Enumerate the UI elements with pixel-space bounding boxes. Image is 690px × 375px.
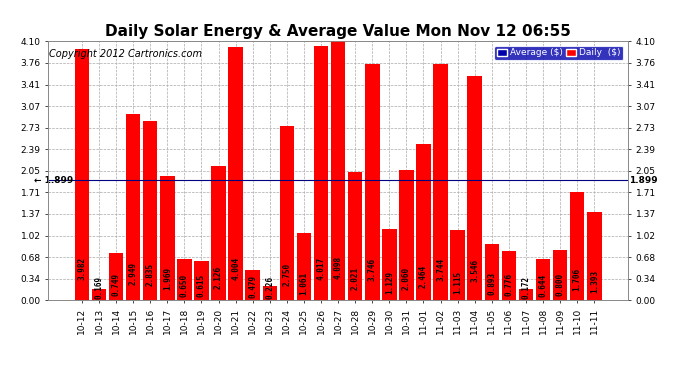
Text: 3.744: 3.744: [436, 258, 445, 281]
Bar: [451, 230, 465, 300]
Bar: [126, 114, 140, 300]
Bar: [160, 176, 175, 300]
Text: 4.098: 4.098: [333, 256, 343, 279]
Text: ← 1.899: ← 1.899: [34, 176, 73, 184]
Text: 1.706: 1.706: [573, 268, 582, 291]
Text: 0.169: 0.169: [95, 276, 103, 299]
Text: 0.776: 0.776: [504, 273, 513, 296]
Text: 2.060: 2.060: [402, 267, 411, 290]
Bar: [536, 260, 551, 300]
Bar: [143, 121, 157, 300]
Text: 4.004: 4.004: [231, 256, 240, 280]
Bar: [365, 64, 380, 300]
Bar: [382, 229, 397, 300]
Bar: [570, 192, 584, 300]
Text: 1.129: 1.129: [385, 271, 394, 294]
Bar: [177, 259, 192, 300]
Bar: [468, 76, 482, 300]
Text: 4.017: 4.017: [317, 256, 326, 280]
Text: 0.650: 0.650: [180, 274, 189, 297]
Title: Daily Solar Energy & Average Value Mon Nov 12 06:55: Daily Solar Energy & Average Value Mon N…: [105, 24, 571, 39]
Bar: [348, 172, 362, 300]
Bar: [331, 41, 346, 300]
Text: 1.393: 1.393: [590, 270, 599, 293]
Text: 1.061: 1.061: [299, 272, 308, 295]
Bar: [399, 170, 414, 300]
Bar: [194, 261, 208, 300]
Text: 1.115: 1.115: [453, 271, 462, 294]
Text: 0.893: 0.893: [487, 272, 496, 296]
Text: 3.546: 3.546: [471, 259, 480, 282]
Text: 3.982: 3.982: [77, 257, 86, 280]
Bar: [587, 212, 602, 300]
Bar: [416, 144, 431, 300]
Text: 3.746: 3.746: [368, 258, 377, 281]
Bar: [484, 244, 499, 300]
Legend: Average ($), Daily  ($): Average ($), Daily ($): [494, 46, 623, 60]
Text: 0.644: 0.644: [539, 274, 548, 297]
Text: 0.800: 0.800: [555, 273, 564, 296]
Bar: [75, 49, 89, 300]
Text: 0.615: 0.615: [197, 274, 206, 297]
Text: 2.835: 2.835: [146, 262, 155, 286]
Bar: [297, 233, 311, 300]
Text: 0.226: 0.226: [265, 276, 275, 298]
Bar: [92, 290, 106, 300]
Text: 2.750: 2.750: [282, 263, 291, 286]
Bar: [228, 47, 243, 300]
Bar: [211, 166, 226, 300]
Bar: [109, 253, 124, 300]
Text: 0.172: 0.172: [522, 276, 531, 299]
Bar: [262, 286, 277, 300]
Text: 2.126: 2.126: [214, 266, 223, 289]
Text: 2.464: 2.464: [419, 264, 428, 288]
Bar: [519, 289, 533, 300]
Bar: [553, 249, 567, 300]
Bar: [279, 126, 294, 300]
Text: 0.479: 0.479: [248, 274, 257, 298]
Text: Copyright 2012 Cartronics.com: Copyright 2012 Cartronics.com: [50, 49, 202, 59]
Text: 0.749: 0.749: [112, 273, 121, 296]
Bar: [314, 46, 328, 300]
Text: 1.899: 1.899: [629, 176, 658, 184]
Bar: [246, 270, 260, 300]
Bar: [502, 251, 516, 300]
Text: 2.021: 2.021: [351, 267, 359, 290]
Text: 1.969: 1.969: [163, 267, 172, 290]
Text: 2.949: 2.949: [128, 262, 137, 285]
Bar: [433, 64, 448, 300]
